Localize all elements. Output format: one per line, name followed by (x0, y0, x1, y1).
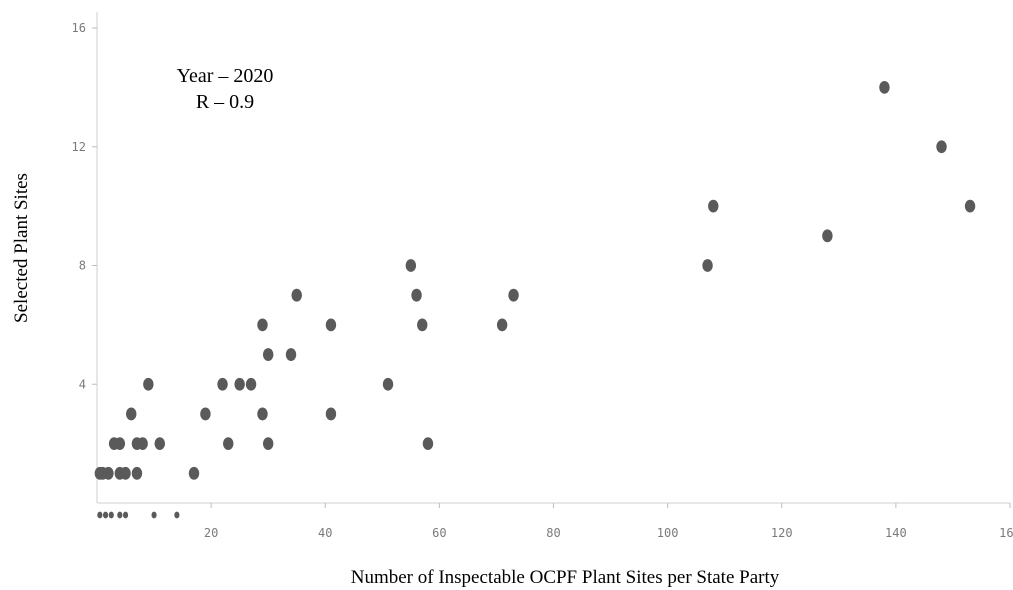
data-point (285, 348, 297, 361)
data-point (708, 199, 719, 213)
y-tick-label: 4 (79, 377, 86, 391)
data-point (508, 288, 519, 302)
data-point (964, 199, 976, 213)
data-point (879, 80, 890, 94)
data-point (936, 140, 947, 154)
x-tick-label: 80 (546, 526, 560, 540)
data-point (223, 437, 234, 451)
x-tick-label: 140 (885, 526, 907, 540)
below-axis-point (122, 511, 129, 519)
y-tick-label: 16 (72, 21, 86, 35)
data-point (257, 318, 268, 332)
data-point (257, 407, 268, 421)
x-tick-label: 20 (204, 526, 218, 540)
below-axis-point (108, 511, 114, 519)
data-point (120, 466, 131, 480)
data-points (94, 80, 976, 480)
y-ticks: 4 8 12 16 (72, 21, 97, 391)
data-point (154, 437, 165, 451)
data-point (496, 318, 508, 332)
below-axis-point (151, 511, 157, 519)
data-point (325, 407, 337, 421)
data-point (245, 377, 257, 391)
data-point (188, 466, 200, 480)
x-tick-label: 120 (771, 526, 793, 540)
x-tick-label: 40 (318, 526, 332, 540)
data-point (131, 466, 143, 480)
data-point (262, 348, 274, 361)
annotation-line-1: Year – 2020 (177, 65, 274, 87)
x-ticks: 20 40 60 80 100 120 140 160 (204, 503, 1013, 540)
data-point (114, 437, 126, 451)
data-point (291, 288, 302, 302)
below-axis-point (97, 511, 103, 519)
data-point (422, 437, 434, 451)
below-axis-point (102, 511, 109, 519)
data-point (417, 318, 428, 332)
y-tick-label: 12 (72, 140, 86, 154)
data-point (234, 377, 245, 391)
data-point (126, 407, 137, 421)
data-point (325, 318, 337, 332)
below-axis-point (117, 511, 123, 519)
data-point (217, 377, 228, 391)
data-point (143, 377, 154, 391)
data-point (702, 259, 713, 272)
data-point (382, 377, 394, 391)
y-tick-label: 8 (79, 259, 86, 273)
x-tick-label: 160 (999, 526, 1013, 540)
below-axis-points (97, 511, 180, 519)
x-tick-label: 100 (657, 526, 679, 540)
x-axis-title: Number of Inspectable OCPF Plant Sites p… (351, 567, 780, 588)
data-point (822, 229, 833, 243)
data-point (137, 437, 148, 451)
data-point (103, 466, 114, 480)
x-tick-label: 60 (432, 526, 446, 540)
annotation-line-2: R – 0.9 (196, 91, 254, 113)
y-axis-title: Selected Plant Sites (11, 173, 32, 323)
data-point (405, 259, 417, 272)
data-point (200, 407, 211, 421)
below-axis-point (174, 511, 180, 519)
data-point (411, 288, 422, 302)
data-point (262, 437, 274, 451)
